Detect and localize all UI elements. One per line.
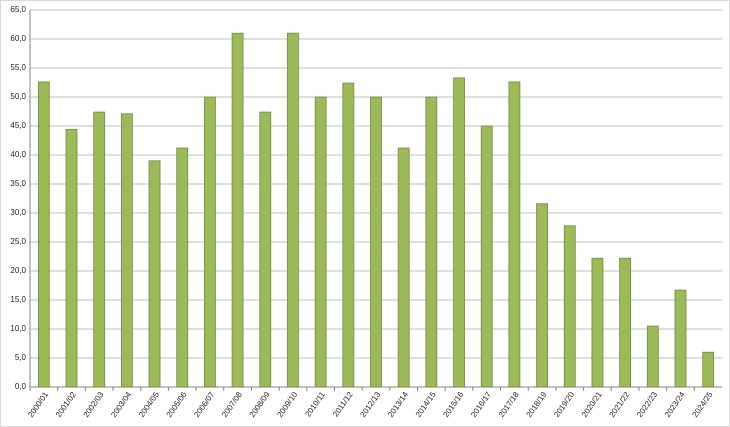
bar — [425, 96, 438, 388]
bar — [397, 147, 410, 388]
bar — [287, 32, 299, 388]
y-tick-label: 65,0 — [10, 5, 26, 14]
bar — [204, 96, 216, 388]
bar — [591, 257, 604, 388]
y-tick-label: 50,0 — [10, 92, 26, 101]
bar — [120, 113, 133, 388]
y-tick-label: 10,0 — [10, 324, 26, 333]
bar — [646, 325, 659, 388]
bar — [176, 147, 189, 388]
y-tick-label: 25,0 — [10, 237, 26, 246]
bar — [65, 129, 78, 388]
bar — [370, 96, 382, 388]
bar — [93, 111, 106, 388]
y-tick-label: 30,0 — [10, 208, 26, 217]
bar — [563, 225, 576, 388]
y-tick-label: 5,0 — [15, 353, 27, 362]
bar — [148, 160, 161, 388]
y-tick-label: 55,0 — [10, 63, 26, 72]
bar — [259, 111, 272, 388]
bar — [702, 351, 715, 388]
bar — [314, 96, 327, 388]
bar — [480, 125, 493, 388]
bar — [453, 77, 465, 388]
bar — [674, 289, 687, 388]
bar — [231, 32, 244, 388]
bar — [536, 203, 548, 388]
y-tick-label: 35,0 — [10, 179, 26, 188]
bar — [342, 82, 355, 388]
bar — [508, 81, 521, 388]
y-tick-label: 20,0 — [10, 266, 26, 275]
y-tick-label: 45,0 — [10, 121, 26, 130]
bar — [619, 257, 632, 388]
y-tick-label: 15,0 — [10, 295, 26, 304]
y-tick-label: 40,0 — [10, 150, 26, 159]
bar — [37, 81, 50, 388]
y-tick-label: 0,0 — [15, 382, 27, 391]
y-tick-label: 60,0 — [10, 34, 26, 43]
